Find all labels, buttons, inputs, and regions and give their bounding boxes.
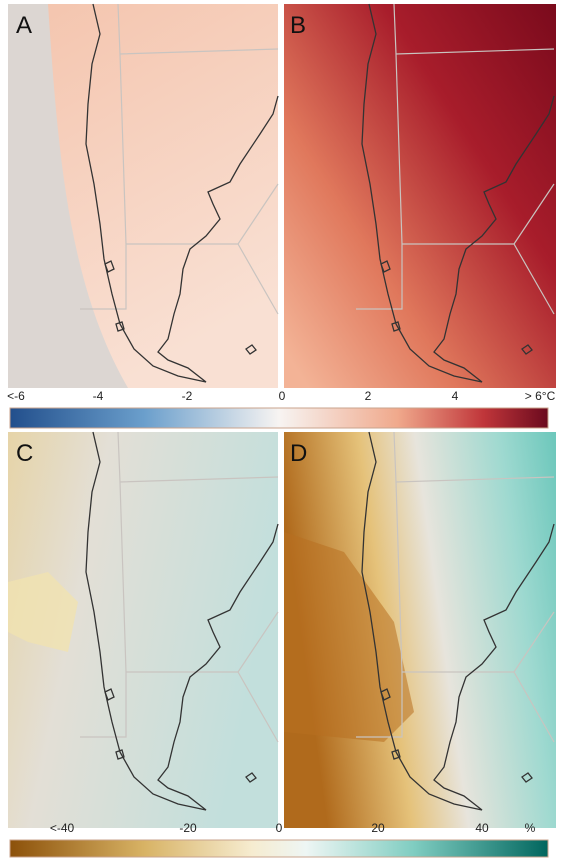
panel-d: D <box>283 431 556 828</box>
panel-b: B <box>283 3 556 388</box>
panel-label: C <box>16 440 33 467</box>
colorbar-ticks: <-6 -4 -2 0 2 4 > 6°C <box>7 389 555 403</box>
panel-label: A <box>16 12 32 39</box>
tick-label: 40 <box>475 821 489 835</box>
colorbar-precipitation: <-40 -20 0 20 40% <box>9 821 549 858</box>
ocean-mask <box>8 4 128 388</box>
tick-label: 2 <box>365 389 372 403</box>
tick-label: -2 <box>182 389 193 403</box>
tick-label: 20 <box>371 821 385 835</box>
map-fill <box>284 4 556 388</box>
colorbar-ticks: <-40 -20 0 20 40% <box>50 821 536 835</box>
colorbar-temperature: <-6 -4 -2 0 2 4 > 6°C <box>7 389 556 429</box>
map-patch <box>8 572 78 652</box>
tick-label: -20 <box>179 821 197 835</box>
tick-label: <-40 <box>50 821 75 835</box>
colorbar <box>9 407 549 429</box>
colorbar <box>9 839 549 858</box>
tick-label: 0 <box>276 821 283 835</box>
panel-a: A <box>7 3 279 388</box>
panel-label: B <box>290 12 306 39</box>
tick-label: 4 <box>452 389 459 403</box>
tick-label: -4 <box>93 389 104 403</box>
panel-label: D <box>290 440 307 467</box>
tick-label: <-6 <box>7 389 25 403</box>
panel-c: C <box>7 431 279 828</box>
map-patch <box>284 532 414 742</box>
tick-label: 0 <box>279 389 286 403</box>
tick-label: % <box>525 821 536 835</box>
tick-label: > 6°C <box>525 389 556 403</box>
